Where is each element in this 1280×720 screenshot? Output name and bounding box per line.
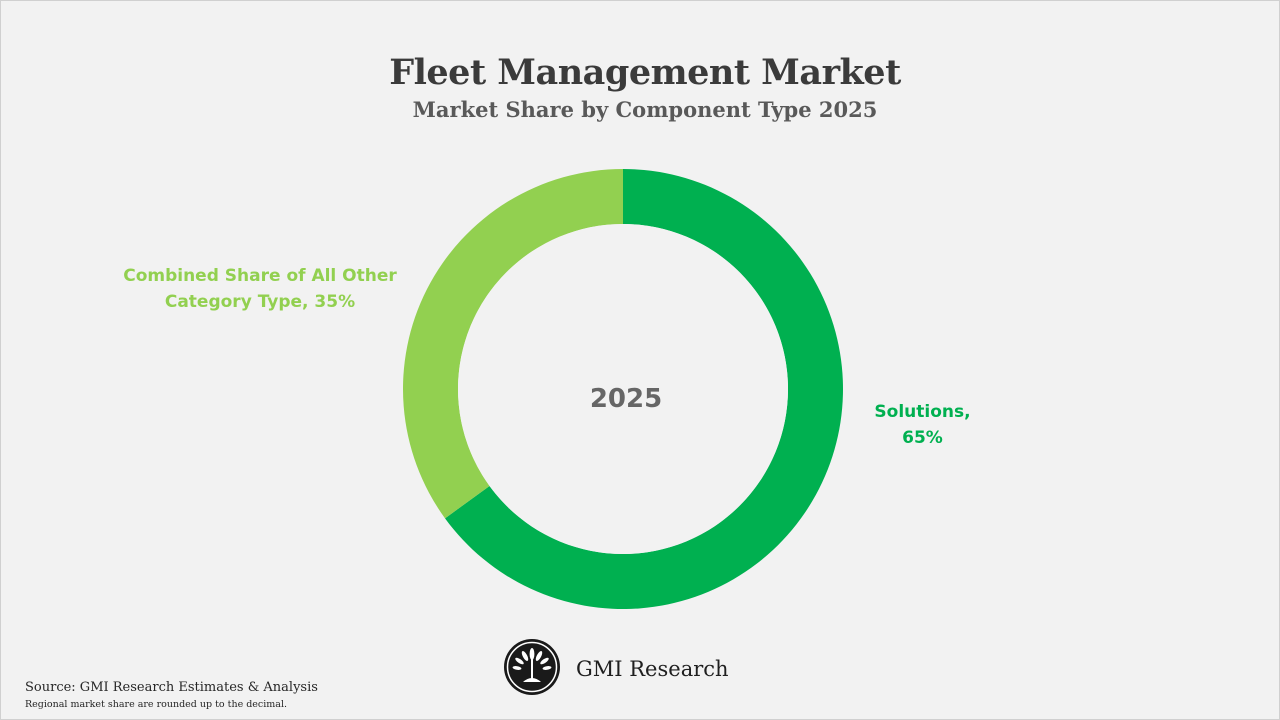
source-text: Source: GMI Research Estimates & Analysi… [25,680,318,695]
slice-label-other: Combined Share of All Other Category Typ… [100,263,420,315]
rounding-note: Regional market share are rounded up to … [25,699,288,710]
slice-label-solutions: Solutions, 65% [850,399,995,451]
gmi-logo-icon [503,638,561,696]
slice-label-solutions-line1: Solutions, [874,402,971,422]
slice-label-solutions-line2: 65% [902,428,943,448]
chart-title: Fleet Management Market [389,52,901,93]
donut-slice-other [402,169,623,519]
slice-label-other-line1: Combined Share of All Other [123,266,397,286]
donut-hole [458,224,788,554]
donut-center-label: 2025 [589,384,663,414]
chart-subtitle: Market Share by Component Type 2025 [412,97,878,122]
brand-name: GMI Research [576,657,729,681]
slice-label-other-line2: Category Type, 35% [164,292,356,312]
